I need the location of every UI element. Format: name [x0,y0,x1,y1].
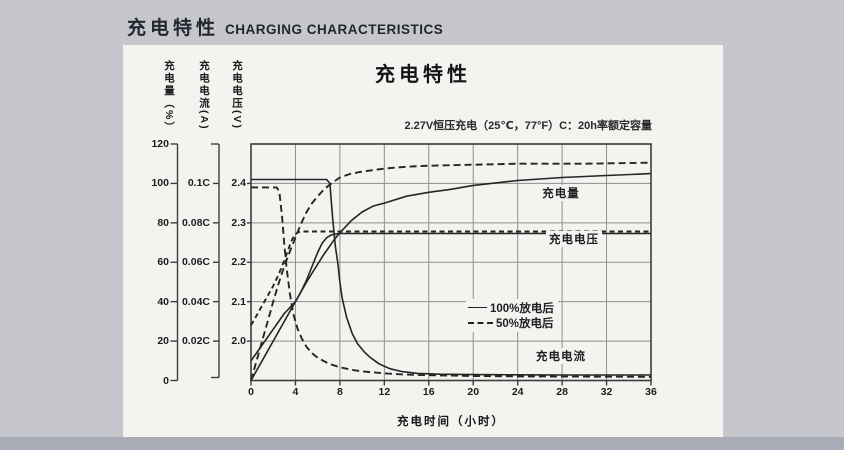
x-tick-label: 32 [600,386,613,398]
chart-title: 充电特性 [375,64,471,86]
chart-condition: 2.27V恒压充电（25℃，77°F）C：20h率额定容量 [404,120,652,132]
curve-charge-50 [250,161,652,381]
page-title-en: CHARGING CHARACTERISTICS [225,22,444,37]
curve-voltage-100 [250,232,651,362]
chart-legend: 100%放电后 50%放电后 [466,299,558,332]
legend-solid-line-swatch [468,307,487,308]
pct-tick-label: 60 [157,256,169,269]
pct-tick-label: 20 [157,335,169,348]
x-tick-label: 16 [422,386,435,398]
x-tick-label: 20 [467,386,480,398]
current-tick-label: 0.06C [181,256,210,269]
curve-label-current: 充电电流 [533,348,589,364]
curve-voltage-50 [250,230,651,326]
x-tick-label: 28 [556,386,568,398]
voltage-tick-label: 2.0 [231,335,246,348]
bottom-band [0,437,844,450]
page-title-cn: 充电特性 [127,18,220,39]
x-tick-label: 36 [645,386,657,398]
legend-label-100: 100%放电后 [490,302,554,315]
current-tick-label: 0.02C [181,335,210,348]
legend-label-50: 50%放电后 [496,317,554,330]
current-tick-label: 0.1C [187,177,210,190]
pct-tick-label: 100 [151,177,169,190]
legend-item-100: 100%放电后 [468,300,554,315]
curve-charge-100 [250,172,652,381]
chart-card [123,45,723,437]
x-tick-label: 8 [336,386,343,398]
pct-tick-label: 0 [163,374,169,387]
voltage-tick-label: 2.2 [231,256,246,269]
voltage-tick-label: 2.4 [231,177,246,190]
page-header: 充电特性 CHARGING CHARACTERISTICS [127,13,443,40]
x-tick-label: 0 [248,386,254,398]
x-tick-label: 12 [378,386,391,398]
x-axis-label: 充电时间（小时） [397,416,505,428]
y-axis-label-charge: 充电量（%） [163,60,175,134]
curve-label-voltage: 充电电压 [546,231,602,247]
pct-tick-label: 80 [157,216,169,229]
y-axis-label-voltage: 充电电压(V) [231,60,243,130]
pct-tick-label: 120 [151,138,169,150]
legend-dashed-line-swatch [468,321,493,324]
legend-item-50: 50%放电后 [468,315,554,330]
current-tick-label: 0.08C [181,216,210,229]
curve-label-charge: 充电量 [539,185,583,201]
curve-current-50 [251,186,652,378]
x-tick-label: 4 [292,386,299,398]
x-tick-label: 24 [511,386,524,398]
pct-tick-label: 40 [157,295,169,308]
y-axis-label-current: 充电电流(A) [198,60,210,131]
voltage-tick-label: 2.3 [231,216,246,229]
curve-current-100 [251,178,651,376]
current-tick-label: 0.04C [181,295,210,308]
voltage-tick-label: 2.1 [231,295,246,308]
